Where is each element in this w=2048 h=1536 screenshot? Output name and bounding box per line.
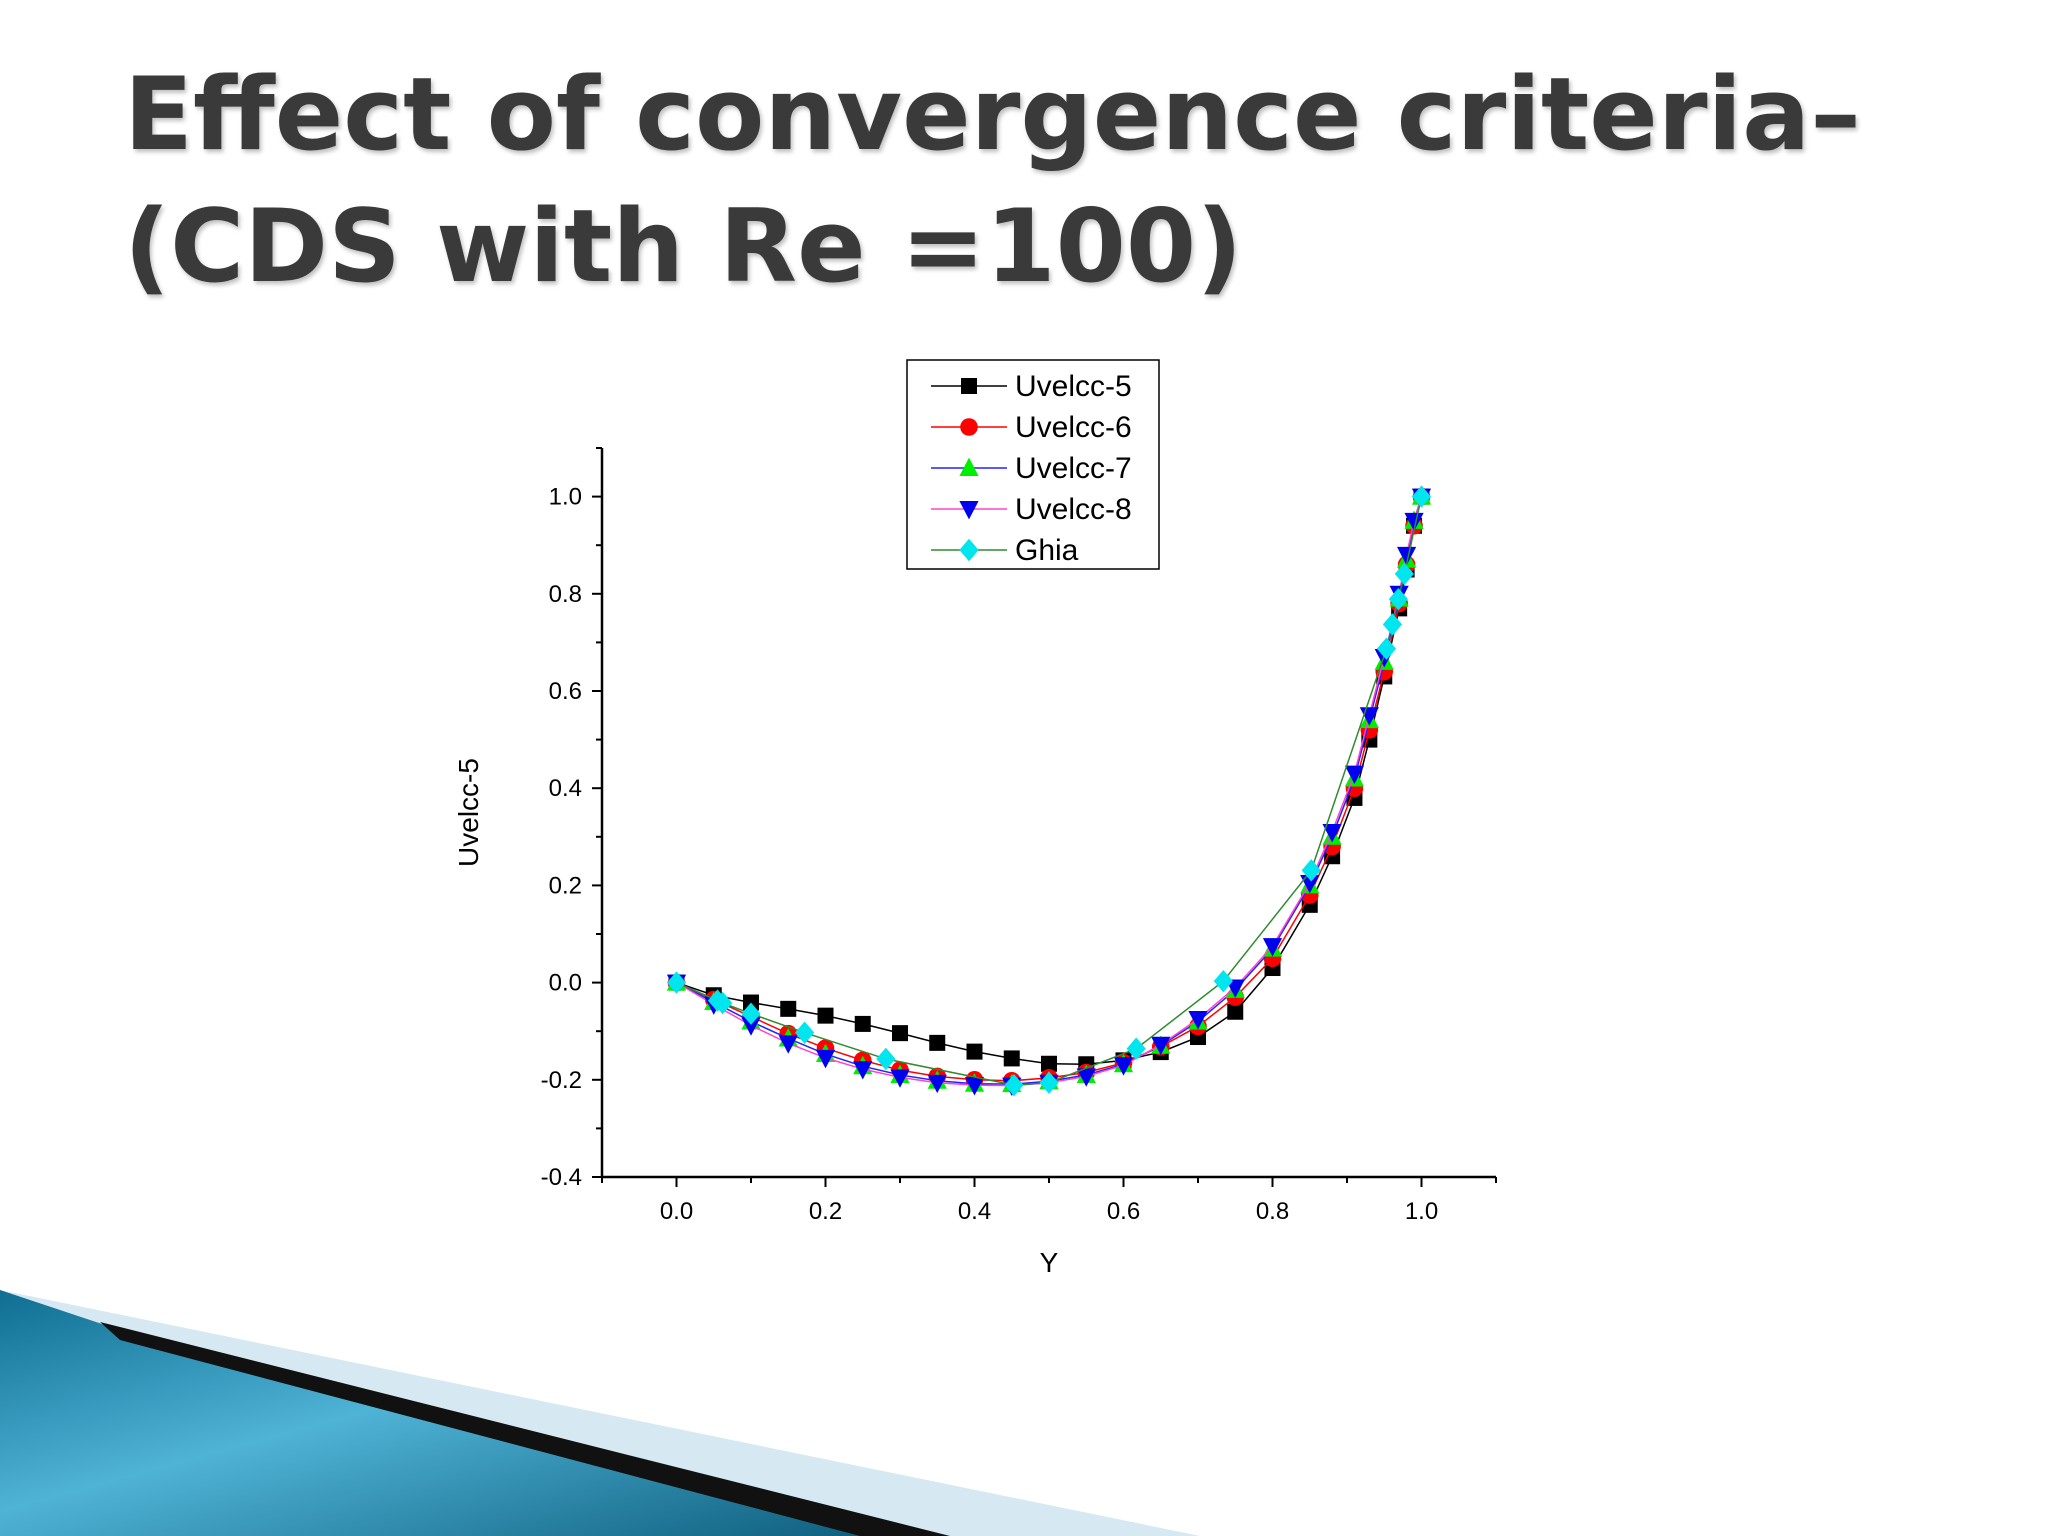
legend-marker xyxy=(959,501,979,520)
data-point xyxy=(741,1017,761,1036)
data-point xyxy=(890,1069,910,1088)
series-line xyxy=(676,496,1423,1087)
series-line xyxy=(676,496,1423,1086)
legend-label: Uvelcc-7 xyxy=(1015,452,1132,485)
y-tick-label: 0.8 xyxy=(549,581,582,608)
data-point xyxy=(713,991,733,1015)
data-point xyxy=(1041,1055,1057,1072)
data-point xyxy=(1039,1071,1059,1094)
data-point xyxy=(854,1015,871,1032)
data-point xyxy=(876,1047,896,1071)
data-point xyxy=(1397,546,1417,566)
data-point xyxy=(1126,1037,1146,1060)
data-point xyxy=(795,1021,815,1044)
data-point xyxy=(1225,979,1245,998)
data-point xyxy=(1300,874,1320,894)
y-tick-label: 0.4 xyxy=(549,775,582,802)
x-tick-label: 1.0 xyxy=(1405,1198,1438,1225)
data-point xyxy=(778,1035,798,1054)
x-axis-label: Y xyxy=(1040,1247,1059,1278)
data-point xyxy=(1344,765,1365,785)
legend-marker xyxy=(959,457,979,476)
data-point xyxy=(1262,938,1283,957)
legend-label: Uvelcc-6 xyxy=(1015,411,1132,444)
data-point xyxy=(1382,613,1403,636)
x-tick-label: 0.2 xyxy=(809,1198,842,1225)
x-tick-label: 0.0 xyxy=(660,1198,693,1225)
data-point xyxy=(964,1077,985,1096)
legend-marker xyxy=(961,378,977,394)
data-point xyxy=(966,1043,983,1060)
legend-box xyxy=(906,359,1160,570)
data-point xyxy=(1076,1068,1096,1087)
data-point xyxy=(1394,562,1414,586)
x-tick-label: 0.6 xyxy=(1107,1198,1140,1225)
data-point xyxy=(1004,1073,1024,1097)
data-point xyxy=(927,1074,947,1094)
y-tick-label: -0.4 xyxy=(541,1164,582,1191)
data-point xyxy=(817,1007,834,1024)
data-point xyxy=(1213,969,1233,993)
legend: Uvelcc-5 Uvelcc-6 Uvelcc-7 Uvelcc-8 Ghia xyxy=(906,359,1160,570)
y-tick-label: 0.6 xyxy=(549,678,582,705)
data-point xyxy=(1404,512,1424,532)
x-tick-label: 0.4 xyxy=(958,1198,991,1225)
data-point xyxy=(815,1049,836,1069)
legend-marker xyxy=(959,538,979,562)
data-point xyxy=(1003,1050,1020,1067)
decor-black-band xyxy=(100,1322,950,1536)
y-tick-label: 0.0 xyxy=(549,970,582,997)
legend-label: Ghia xyxy=(1015,534,1079,567)
y-tick-label: -0.2 xyxy=(541,1067,582,1094)
legend-label: Uvelcc-8 xyxy=(1015,493,1132,526)
legend-label: Uvelcc-5 xyxy=(1015,370,1132,403)
decor-teal-band xyxy=(0,1290,900,1536)
x-tick-label: 0.8 xyxy=(1256,1198,1289,1225)
data-point xyxy=(929,1034,946,1051)
data-point xyxy=(780,1000,797,1017)
data-point xyxy=(1301,859,1321,882)
y-axis-label: Uvelcc-5 xyxy=(453,758,484,867)
data-point xyxy=(741,1002,761,1025)
y-tick-label: 1.0 xyxy=(549,484,582,511)
data-point xyxy=(1388,587,1409,611)
data-point xyxy=(892,1025,908,1042)
slide-title: Effect of convergence criteria– (CDS wit… xyxy=(124,48,1974,312)
legend-marker xyxy=(960,418,978,436)
data-point xyxy=(1188,1011,1208,1030)
data-point xyxy=(1113,1057,1134,1076)
data-point xyxy=(1227,1003,1244,1020)
data-point xyxy=(1151,1036,1171,1056)
slide-title-line2: (CDS with Re =100) xyxy=(124,187,1243,305)
slide-title-line1: Effect of convergence criteria– xyxy=(124,55,1861,173)
data-point xyxy=(853,1061,873,1080)
data-point xyxy=(1376,637,1397,660)
y-tick-label: 0.2 xyxy=(549,872,582,899)
data-point xyxy=(1322,823,1342,843)
series-ghia xyxy=(666,485,1432,1097)
data-point xyxy=(1411,485,1432,508)
data-point xyxy=(666,971,687,994)
